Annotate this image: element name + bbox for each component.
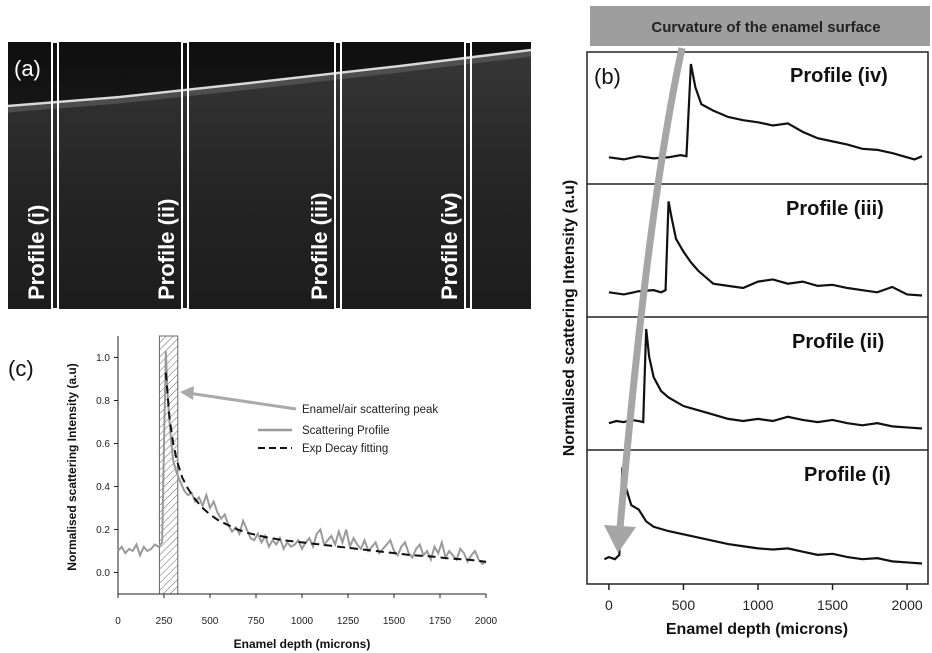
panel-c-xlabel: Enamel depth (microns) (234, 637, 371, 651)
enamel-surface-glow (7, 51, 532, 113)
panel-b-title-iv: Profile (iv) (790, 65, 888, 87)
panel-b-xtick-label: 1500 (817, 597, 848, 613)
panel-a-letter: (a) (14, 56, 41, 81)
panel-b-title-ii: Profile (ii) (792, 331, 884, 353)
panel-c-ytick-label: 0.8 (96, 396, 110, 407)
panel-c-xtick-label: 1750 (429, 616, 452, 627)
series-profile-2 (608, 328, 923, 430)
panel-a: (a) Profile (i) Profile (ii) Profile (ii… (7, 41, 532, 310)
panel-c-xtick-label: 1250 (337, 616, 360, 627)
curvature-banner (590, 6, 930, 46)
panel-b-letter: (b) (594, 64, 621, 89)
annotation-label: Enamel/air scattering peak (302, 404, 438, 416)
oct-profile-label-ii: Profile (ii) (154, 199, 179, 300)
series-exp-decay-fit (164, 372, 487, 563)
panel-b-title-iii: Profile (iii) (786, 198, 884, 220)
annotation-arrowhead (180, 386, 194, 400)
oct-air-region (8, 42, 531, 106)
panel-c-xtick-label: 250 (156, 616, 173, 627)
annotation-arrow (187, 391, 297, 411)
curvature-arrowhead (604, 525, 636, 553)
panel-b-xtick-label: 2000 (892, 597, 923, 613)
series-profile-3 (608, 201, 923, 297)
oct-profile-label-i: Profile (i) (24, 205, 49, 300)
enamel-surface-line (7, 48, 532, 108)
series-scattering-profile (117, 351, 487, 566)
panel-c-ytick-label: 1.0 (96, 353, 110, 364)
profile-marker-i (51, 41, 59, 310)
panel-c-ylabel: Normalised scattering Intensity (a.u) (65, 363, 79, 570)
oct-profile-label-iv: Profile (iv) (437, 192, 462, 300)
panel-b-title-i: Profile (i) (804, 464, 891, 486)
panel-c-ytick-label: 0.2 (96, 525, 110, 536)
panel-c-ytick-label: 0.4 (96, 482, 110, 493)
panel-c-xtick-label: 2000 (475, 616, 498, 627)
panel-c: (c) 0 250 500 750 1000 1250 1500 1750 2000 0.0 0.2… (8, 335, 498, 651)
profile-marker-iii (334, 41, 342, 310)
panel-b-xtick-label: 500 (672, 597, 696, 613)
curvature-arrow (616, 47, 686, 529)
series-profile-4 (608, 63, 923, 161)
panel-c-ytick-label: 0.0 (96, 568, 110, 579)
panel-c-xtick-label: 750 (248, 616, 265, 627)
legend-label-fit: Exp Decay fitting (302, 443, 388, 455)
legend-label-profile: Scattering Profile (302, 425, 390, 437)
panel-b: (b) Profile (iv) Profile (iii) Profile (… (561, 6, 930, 638)
panel-b-xtick-label: 0 (605, 597, 613, 613)
oct-profile-label-iii: Profile (iii) (307, 192, 332, 300)
panel-b-ylabel: Normalised scattering Intensity (a.u) (561, 180, 578, 457)
panel-c-xtick-label: 1500 (383, 616, 406, 627)
panel-b-xtick-label: 1000 (742, 597, 773, 613)
panel-c-xtick-label: 0 (115, 616, 121, 627)
panel-b-xlabel: Enamel depth (microns) (666, 621, 848, 638)
panel-c-xtick-label: 1000 (291, 616, 314, 627)
profile-marker-iv (464, 41, 472, 310)
profile-marker-ii (181, 41, 189, 310)
panel-c-letter: (c) (8, 356, 34, 381)
curvature-banner-label: Curvature of the enamel surface (651, 19, 880, 36)
panel-c-xtick-label: 500 (202, 616, 219, 627)
panel-c-ytick-label: 0.6 (96, 439, 110, 450)
